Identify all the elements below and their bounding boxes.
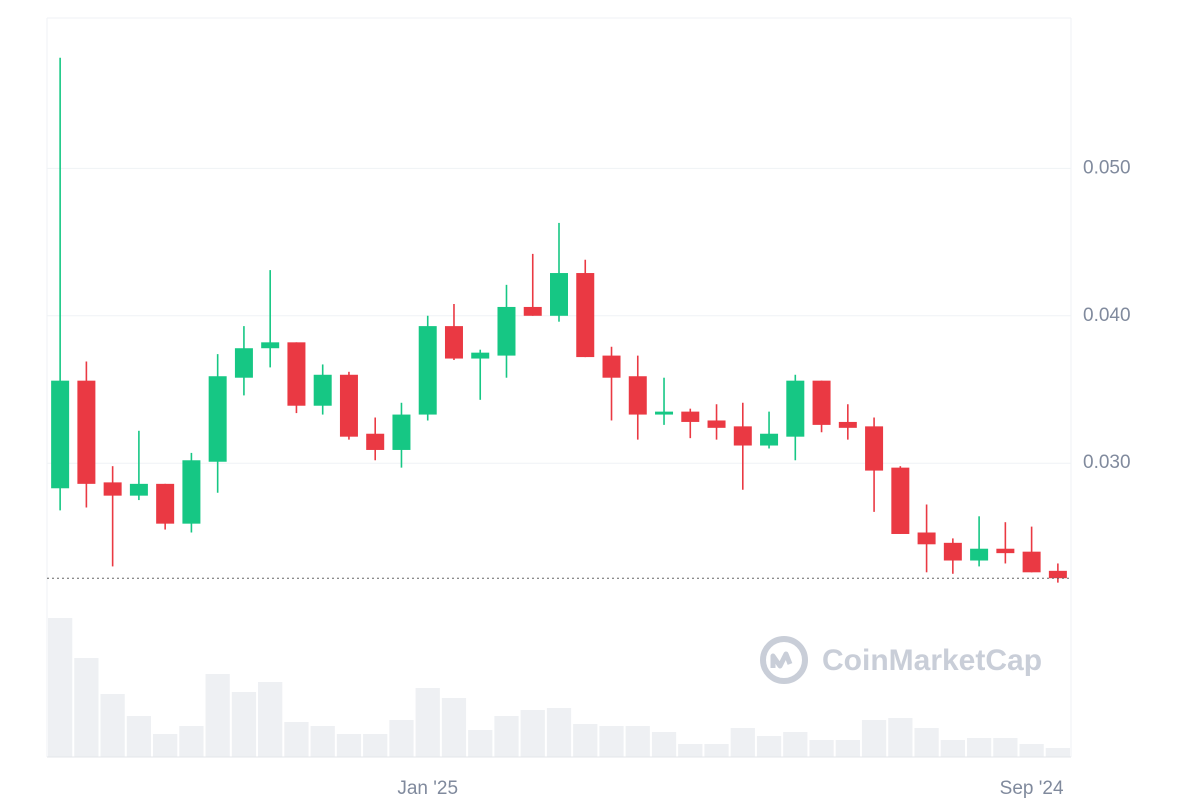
volume-bar <box>468 730 493 757</box>
candle-body <box>917 532 936 545</box>
candle-body <box>891 467 910 534</box>
candle-body <box>760 433 779 446</box>
y-tick-label: 0.030 <box>1083 452 1131 473</box>
candle-body <box>550 273 568 316</box>
candle-body <box>366 433 385 450</box>
candle-body <box>523 306 542 316</box>
volume-layer <box>48 618 1070 757</box>
candle-body <box>497 306 516 356</box>
volume-bar <box>336 734 362 757</box>
candle-body <box>444 326 463 359</box>
candle-body <box>51 380 70 489</box>
volume-bar <box>861 720 887 757</box>
candle-body <box>156 483 175 524</box>
volume-bar <box>153 734 178 757</box>
volume-bar <box>625 726 650 757</box>
candle-body <box>1048 570 1067 579</box>
candle-body <box>287 342 306 406</box>
volume-bar <box>441 698 467 757</box>
volume-bar <box>100 694 125 757</box>
volume-bar <box>363 734 388 757</box>
volume-bar <box>1019 744 1044 757</box>
candle-body <box>208 376 227 462</box>
candle-body <box>786 380 805 437</box>
candle-body <box>313 374 332 406</box>
volume-bar <box>284 722 309 757</box>
volume-bar <box>704 744 729 757</box>
volume-bar <box>914 728 939 757</box>
candle-body <box>812 380 831 425</box>
candle-body <box>234 348 253 378</box>
candle-body <box>865 426 884 471</box>
logo-mark <box>770 651 793 669</box>
volume-bar <box>809 740 834 757</box>
volume-bar <box>258 682 283 757</box>
volume-bar <box>1045 748 1070 757</box>
volume-bar <box>756 736 782 757</box>
volume-bar <box>48 618 73 757</box>
candle-body <box>129 483 148 496</box>
volume-bar <box>888 718 913 757</box>
candle-body <box>339 374 358 437</box>
volume-bar <box>599 726 624 757</box>
volume-bar <box>205 674 230 757</box>
watermark: CoinMarketCap <box>822 644 1042 677</box>
candle-body <box>681 411 700 422</box>
volume-bar <box>231 692 257 757</box>
x-tick-label: Sep '24 <box>1000 778 1064 799</box>
volume-bar <box>783 732 808 757</box>
candle-body <box>103 482 122 496</box>
volume-bar <box>74 658 99 757</box>
candle-body <box>576 273 595 358</box>
candle-body <box>628 376 647 415</box>
volume-bar <box>310 726 335 757</box>
candle-body <box>943 542 962 561</box>
y-tick-label: 0.050 <box>1083 157 1131 178</box>
y-tick-label: 0.040 <box>1083 305 1131 326</box>
volume-bar <box>126 716 152 757</box>
volume-bar <box>494 716 519 757</box>
candle-body <box>392 414 411 450</box>
candle-body <box>261 342 280 349</box>
candle-body <box>471 352 490 359</box>
volume-bar <box>730 728 755 757</box>
volume-bar <box>179 726 204 757</box>
candle-body <box>707 420 726 428</box>
candle-body <box>996 548 1015 554</box>
volume-bar <box>993 738 1018 757</box>
x-tick-label: Jan '25 <box>397 778 458 799</box>
candle-body <box>182 460 201 524</box>
volume-bar <box>546 708 572 757</box>
volume-bar <box>520 710 545 757</box>
candle-body <box>655 411 674 415</box>
volume-bar <box>678 744 703 757</box>
volume-bar <box>835 740 860 757</box>
volume-bar <box>940 740 965 757</box>
candle-body <box>838 421 857 428</box>
volume-bar <box>573 724 598 757</box>
candle-body <box>418 326 437 415</box>
candle-body <box>970 548 989 561</box>
candle-body <box>77 380 96 484</box>
candle-body <box>602 355 621 378</box>
logo-circle <box>760 636 808 684</box>
candle-body <box>1022 551 1041 573</box>
watermark-logo <box>760 636 808 684</box>
volume-bar <box>966 738 992 757</box>
volume-bar <box>389 720 414 757</box>
candle-body <box>733 426 752 446</box>
volume-bar <box>651 732 677 757</box>
volume-bar <box>415 688 440 757</box>
